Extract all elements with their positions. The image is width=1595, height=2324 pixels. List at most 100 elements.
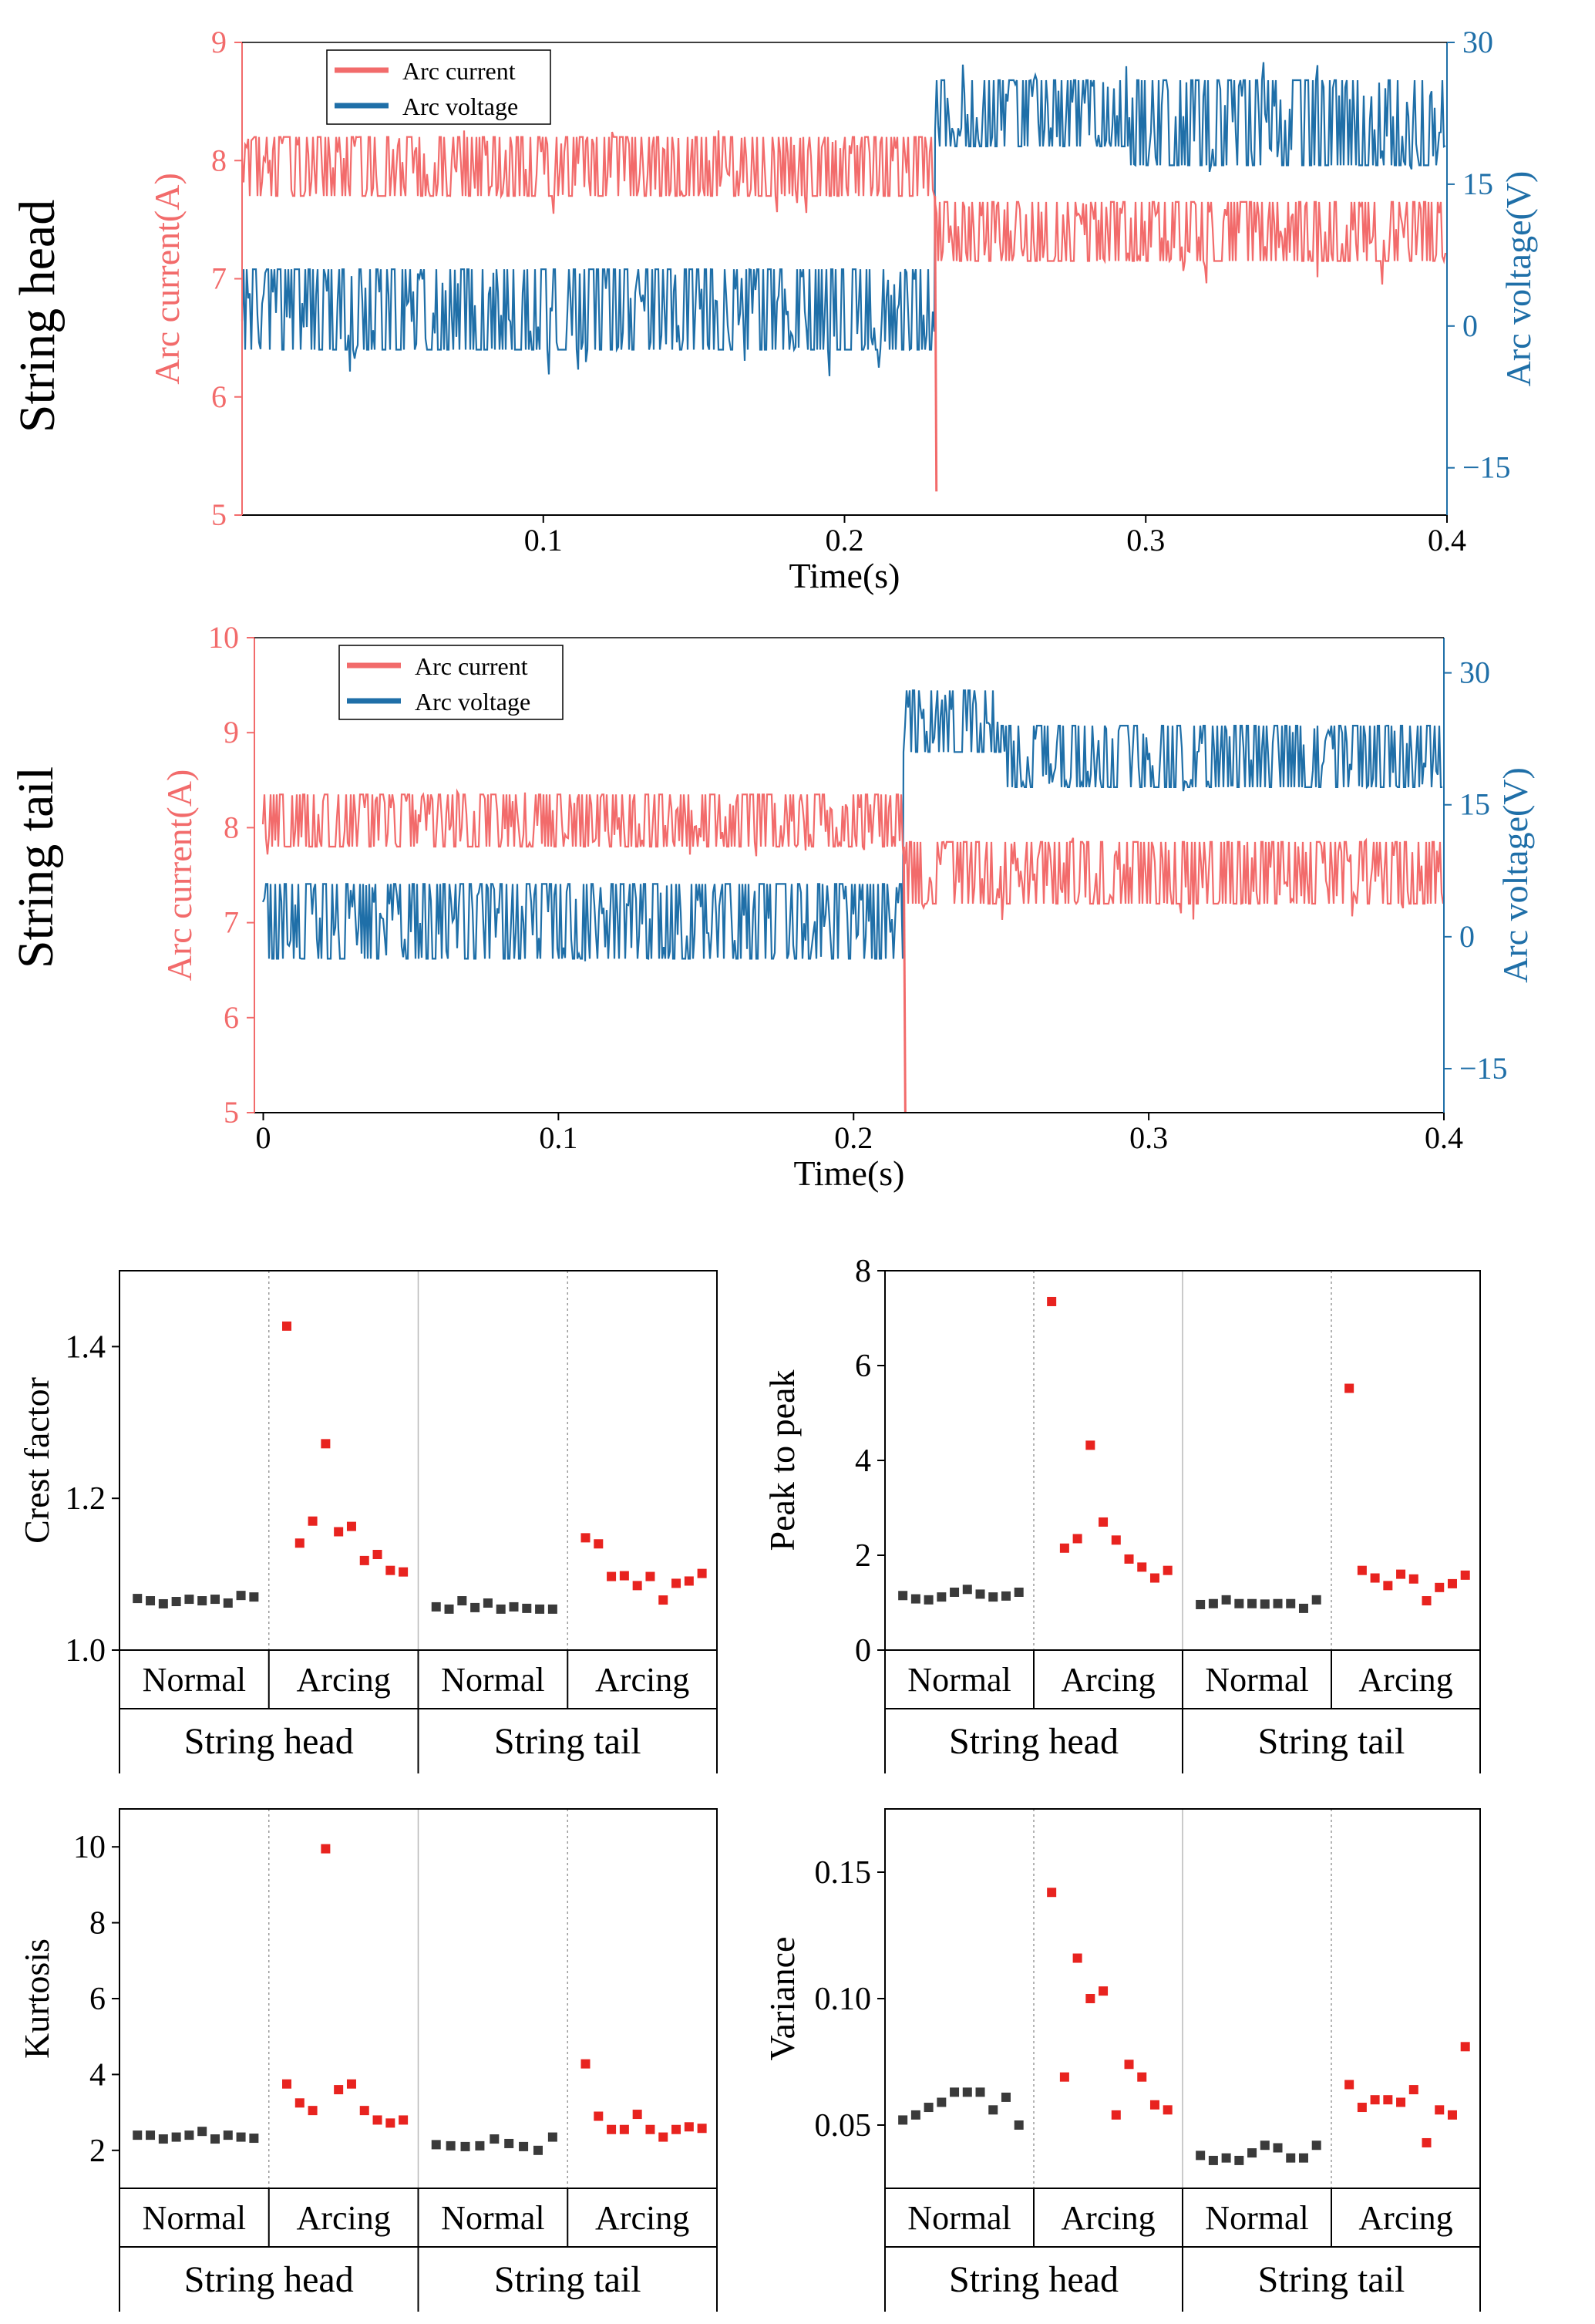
legend-label: Arc current (402, 57, 516, 85)
normal-data-point (962, 2087, 972, 2097)
right-y-tick-label: 0 (1459, 919, 1475, 954)
arcing-data-point (399, 1567, 409, 1577)
normal-data-point (519, 2141, 529, 2151)
normal-data-point (223, 1598, 233, 1608)
arcing-data-point (1422, 1596, 1432, 1606)
arcing-data-point (1422, 2137, 1432, 2147)
arcing-data-point (671, 2124, 681, 2134)
normal-data-point (1311, 1595, 1321, 1605)
arcing-data-point (321, 1844, 331, 1854)
string-tail-normal-points (1196, 2140, 1321, 2165)
normal-data-point (975, 2087, 985, 2097)
string-tail-arcing-points (580, 2059, 707, 2142)
arcing-data-point (1408, 2085, 1418, 2095)
category-label-normal: Normal (907, 1661, 1011, 1699)
y-tick-label: 0 (855, 1633, 871, 1669)
normal-data-point (535, 1604, 545, 1614)
normal-data-point (431, 1602, 441, 1612)
normal-data-point (171, 1597, 181, 1607)
category-axis: Normal Arcing Normal Arcing String head Strin… (119, 1649, 718, 1773)
normal-data-point (457, 1596, 467, 1606)
arcing-data-point (1370, 2095, 1380, 2105)
arcing-data-point (282, 1321, 291, 1331)
string-head-arcing-points (282, 1844, 409, 2128)
arcing-data-point (385, 2118, 395, 2128)
arcing-data-point (580, 1533, 591, 1543)
normal-data-point (1298, 2153, 1308, 2163)
arc-current-trace (241, 130, 1447, 285)
arcing-data-point (1460, 2042, 1470, 2052)
string-tail-arcing-points (1344, 1383, 1470, 1606)
right-axis-title: Arc voltage(V) (1499, 171, 1538, 387)
y-tick-label: 1.0 (66, 1633, 106, 1669)
category-label-normal: Normal (1205, 2199, 1308, 2237)
arcing-data-point (294, 2098, 305, 2108)
normal-data-point (910, 2110, 920, 2120)
arc-voltage-trace (261, 689, 1442, 962)
arcing-data-point (334, 1527, 344, 1537)
arcing-data-point (697, 2124, 707, 2134)
arc-voltage-trace (241, 62, 1446, 376)
arcing-data-point (308, 1516, 318, 1526)
normal-data-point (937, 1592, 947, 1602)
y-tick-label: 8 (89, 1906, 106, 1942)
normal-data-point (184, 2130, 194, 2140)
normal-data-point (210, 1595, 220, 1605)
arcing-data-point (594, 2111, 604, 2121)
arcing-data-point (1072, 1534, 1082, 1544)
category-label-arcing: Arcing (595, 2199, 689, 2237)
right-y-tick-label: −15 (1462, 450, 1511, 485)
normal-data-point (470, 1602, 480, 1612)
normal-data-point (1014, 1587, 1024, 1597)
normal-data-point (533, 2145, 543, 2155)
normal-data-point (950, 1587, 960, 1597)
normal-data-point (236, 2132, 246, 2142)
arcing-data-point (1124, 2060, 1134, 2070)
arcing-data-point (385, 1565, 395, 1575)
normal-data-point (249, 1592, 259, 1602)
y-tick-label: 8 (855, 1254, 871, 1289)
normal-data-point (1014, 2120, 1024, 2130)
normal-data-point (1234, 1598, 1244, 1608)
arcing-data-point (1137, 2072, 1147, 2082)
kurtosis-scatter-chart: 2 4 6 8 10 Kurtosis Normal Arcing Normal Arcing St… (17, 1808, 718, 2312)
normal-data-point (490, 2134, 500, 2144)
arcing-data-point (1047, 1888, 1057, 1898)
normal-data-point (898, 1591, 908, 1601)
normal-data-point (1273, 1598, 1283, 1608)
section-label: String head (949, 2259, 1119, 2300)
normal-data-point (1221, 1595, 1231, 1605)
arcing-data-point (359, 2106, 369, 2116)
arcing-data-point (1460, 1570, 1470, 1580)
normal-data-point (475, 2140, 485, 2151)
normal-data-point (1221, 2153, 1231, 2163)
normal-data-point (1298, 1603, 1308, 1613)
y-tick-label: 4 (89, 2057, 106, 2093)
legend-label: Arc voltage (402, 93, 518, 120)
normal-data-point (962, 1585, 972, 1595)
string-tail-normal-points (431, 2132, 557, 2155)
normal-data-point (146, 1596, 156, 1606)
arcing-data-point (1072, 1953, 1082, 1963)
row-label: String tail (8, 766, 64, 968)
normal-data-point (210, 2134, 220, 2144)
left-axis-title: Arc current(A) (160, 770, 199, 982)
category-label-arcing: Arcing (297, 2199, 391, 2237)
y-tick-label: 0.05 (815, 2108, 872, 2144)
normal-data-point (1234, 2155, 1244, 2165)
section-label: String head (184, 1721, 354, 1762)
arcing-data-point (580, 2059, 591, 2069)
normal-data-point (1286, 2153, 1296, 2163)
string-head-arcing-points (282, 1321, 409, 1577)
y-tick-label: 10 (73, 1830, 106, 1865)
x-axis-title: Time(s) (794, 1154, 905, 1193)
x-tick-label: 0 (255, 1120, 271, 1155)
arcing-data-point (619, 2124, 629, 2134)
y-tick-label: 2 (855, 1538, 871, 1574)
normal-data-point (547, 2132, 557, 2142)
normal-data-point (236, 1591, 246, 1601)
string-head-normal-points (898, 2087, 1024, 2130)
arcing-data-point (1085, 1994, 1095, 2003)
arc-current-trace (261, 788, 1445, 920)
